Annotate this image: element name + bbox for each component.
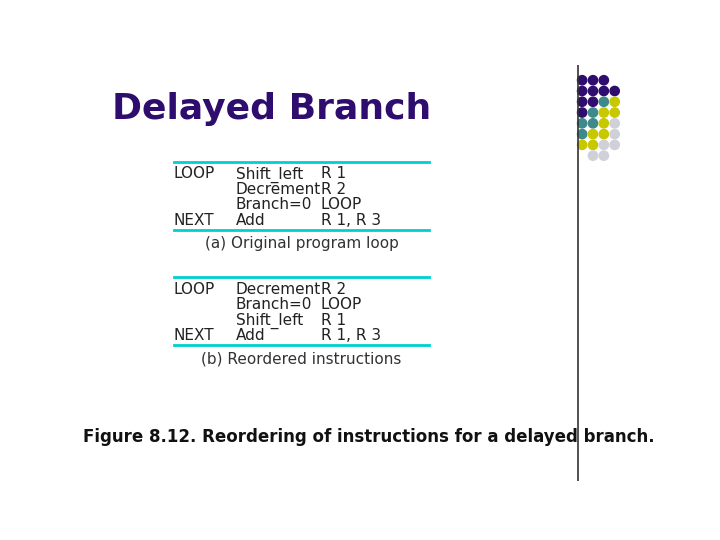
Circle shape: [599, 108, 608, 117]
Circle shape: [588, 108, 598, 117]
Text: Add: Add: [235, 328, 266, 343]
Text: Shift_left: Shift_left: [235, 166, 303, 183]
Text: Decrement: Decrement: [235, 282, 321, 297]
Text: LOOP: LOOP: [174, 282, 215, 297]
Circle shape: [577, 86, 587, 96]
Text: Figure 8.12. Reordering of instructions for a delayed branch.: Figure 8.12. Reordering of instructions …: [84, 428, 654, 446]
Circle shape: [610, 108, 619, 117]
Text: Branch=0: Branch=0: [235, 197, 312, 212]
Text: (b) Reordered instructions: (b) Reordered instructions: [202, 351, 402, 366]
Text: LOOP: LOOP: [321, 197, 362, 212]
Text: Shift_left: Shift_left: [235, 313, 303, 329]
Circle shape: [588, 151, 598, 160]
Text: R 1: R 1: [321, 166, 346, 181]
Circle shape: [610, 130, 619, 139]
Text: NEXT: NEXT: [174, 328, 215, 343]
Circle shape: [610, 97, 619, 106]
Circle shape: [599, 130, 608, 139]
Circle shape: [588, 97, 598, 106]
Text: R 1: R 1: [321, 313, 346, 328]
Circle shape: [588, 86, 598, 96]
Circle shape: [588, 140, 598, 150]
Circle shape: [599, 97, 608, 106]
Circle shape: [599, 86, 608, 96]
Circle shape: [588, 76, 598, 85]
Circle shape: [577, 140, 587, 150]
Circle shape: [577, 97, 587, 106]
Text: NEXT: NEXT: [174, 213, 215, 228]
Circle shape: [599, 151, 608, 160]
Circle shape: [610, 140, 619, 150]
Text: Branch=0: Branch=0: [235, 298, 312, 312]
Circle shape: [599, 76, 608, 85]
Circle shape: [599, 119, 608, 128]
Text: (a) Original program loop: (a) Original program loop: [204, 236, 398, 251]
Text: Add: Add: [235, 213, 266, 228]
Text: R 2: R 2: [321, 282, 346, 297]
Text: R 1, R 3: R 1, R 3: [321, 213, 381, 228]
Text: LOOP: LOOP: [321, 298, 362, 312]
Text: Delayed Branch: Delayed Branch: [112, 92, 431, 126]
Circle shape: [599, 140, 608, 150]
Circle shape: [577, 108, 587, 117]
Text: LOOP: LOOP: [174, 166, 215, 181]
Text: R 2: R 2: [321, 182, 346, 197]
Circle shape: [577, 119, 587, 128]
Circle shape: [610, 86, 619, 96]
Text: R 1, R 3: R 1, R 3: [321, 328, 381, 343]
Circle shape: [588, 119, 598, 128]
Circle shape: [610, 119, 619, 128]
Circle shape: [577, 76, 587, 85]
Circle shape: [588, 130, 598, 139]
Circle shape: [577, 130, 587, 139]
Text: Decrement: Decrement: [235, 182, 321, 197]
